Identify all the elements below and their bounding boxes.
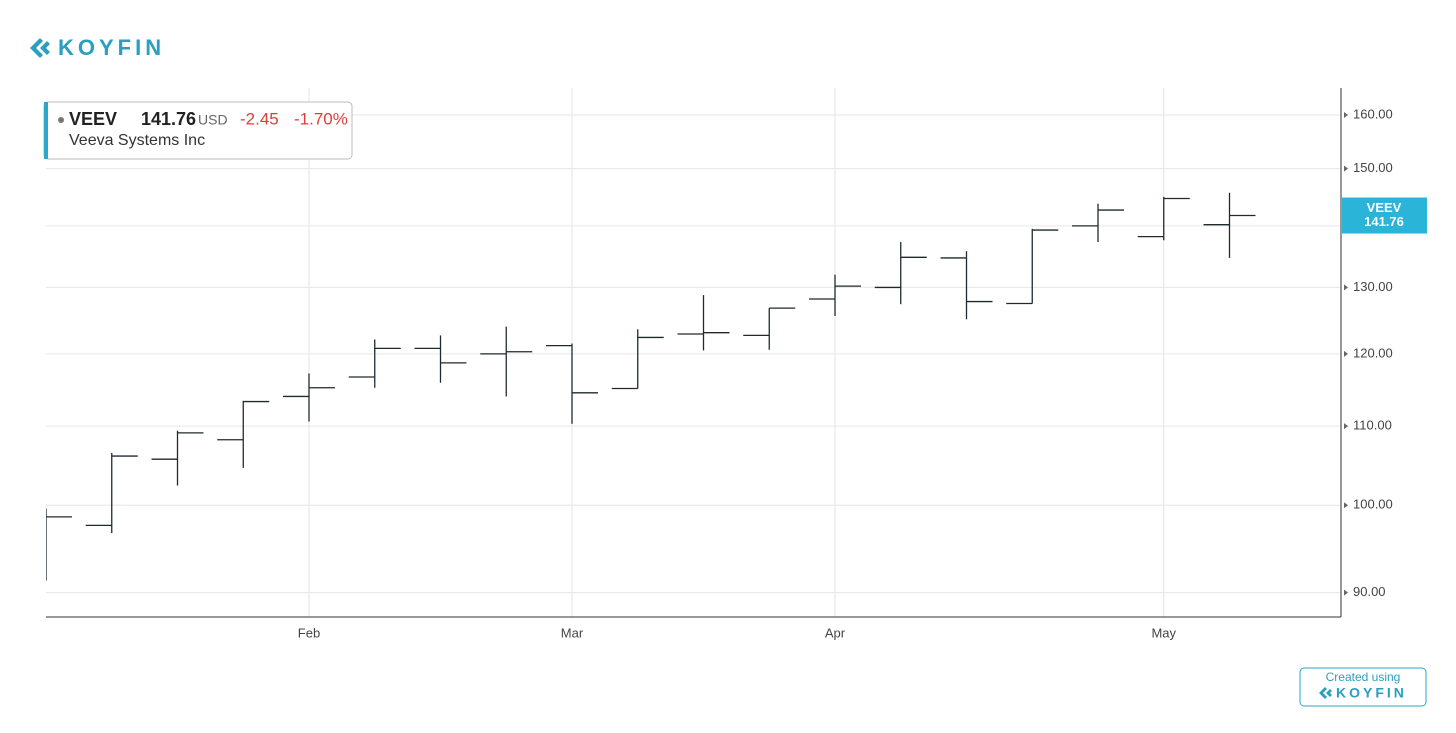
- change: -2.45: [240, 109, 279, 128]
- logo: KOYFIN: [30, 35, 165, 60]
- tick-mark: [1344, 284, 1348, 291]
- footer-badge: Created using KOYFIN: [1299, 667, 1427, 707]
- company-name: Veeva Systems Inc: [69, 132, 205, 149]
- brand: KOYFIN: [58, 35, 165, 60]
- tick-mark: [1344, 423, 1348, 430]
- tick-mark: [1344, 502, 1348, 509]
- price-tag-price: 141.76: [1364, 214, 1404, 229]
- tick-mark: [1344, 350, 1348, 357]
- tick-mark: [1344, 589, 1348, 596]
- price-tag-ticker: VEEV: [1367, 200, 1402, 215]
- tick-mark: [1344, 112, 1348, 119]
- price: 141.76: [141, 109, 196, 129]
- created-using: Created using: [1326, 670, 1401, 684]
- y-tick-label: 120.00: [1353, 345, 1393, 360]
- y-tick-label: 110.00: [1353, 418, 1392, 433]
- price-tag: [1342, 197, 1427, 234]
- x-tick-label: May: [1151, 625, 1176, 640]
- y-tick-label: 100.00: [1353, 497, 1393, 512]
- y-tick-label: 160.00: [1353, 106, 1393, 121]
- footer-brand: KOYFIN: [1336, 685, 1407, 701]
- y-tick-label: 90.00: [1353, 584, 1386, 599]
- y-tick-label: 150.00: [1353, 160, 1393, 175]
- y-tick-label: 130.00: [1353, 279, 1393, 294]
- ticker: VEEV: [69, 109, 117, 129]
- tick-mark: [1344, 165, 1348, 172]
- x-tick-label: Mar: [561, 625, 584, 640]
- legend-box: VEEV 141.76 USD -2.45 -1.70% Veeva Syste…: [43, 101, 353, 160]
- x-tick-label: Apr: [825, 625, 846, 640]
- change-pct: -1.70%: [294, 109, 348, 128]
- currency: USD: [198, 112, 228, 128]
- x-tick-label: Feb: [298, 625, 320, 640]
